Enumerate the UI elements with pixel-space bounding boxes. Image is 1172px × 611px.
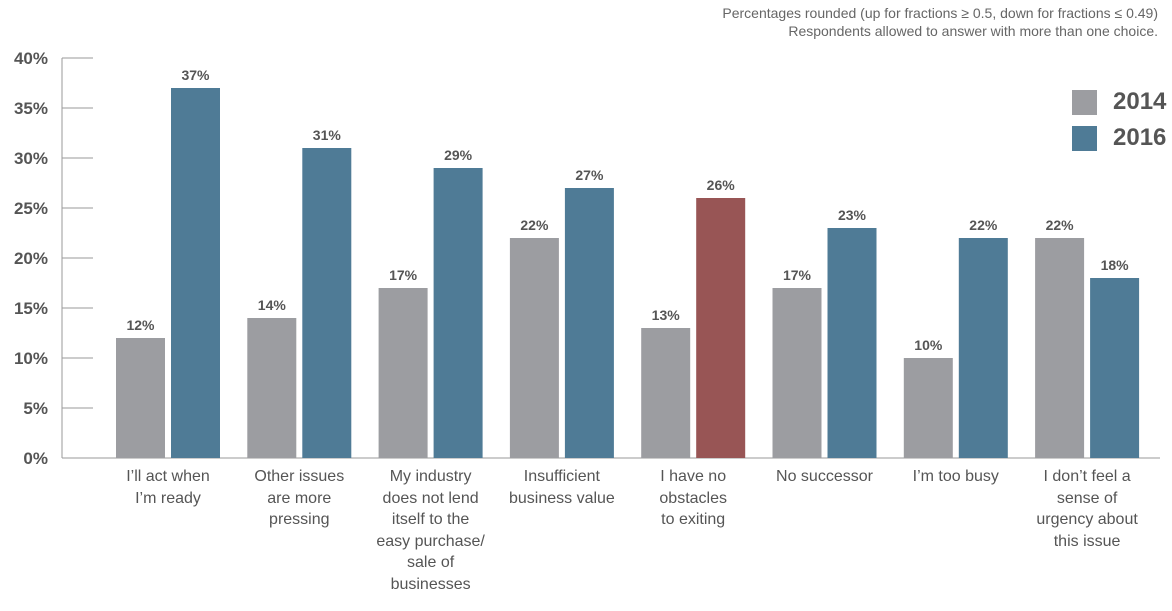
x-category-label-line: itself to the bbox=[391, 511, 470, 528]
x-category-label: Insufficient business value bbox=[500, 466, 624, 509]
bar-2016 bbox=[827, 228, 877, 458]
bar-value-label: 29% bbox=[444, 147, 473, 163]
bar-2014 bbox=[378, 288, 428, 458]
y-tick-label: 20% bbox=[14, 249, 48, 268]
bar-value-label: 22% bbox=[520, 217, 549, 233]
y-tick-label: 15% bbox=[14, 299, 48, 318]
x-category-label-line: I’m ready bbox=[135, 489, 201, 507]
x-category-label-line: I’ll act when bbox=[126, 468, 210, 485]
x-category-label-line: this issue bbox=[1053, 532, 1121, 550]
x-category-label-line: I’m too busy bbox=[912, 468, 999, 485]
x-category-label-line: obstacles bbox=[659, 489, 727, 507]
x-category-label-line: Other issues bbox=[254, 468, 345, 485]
x-category-label-line: No successor bbox=[776, 468, 873, 485]
bar-value-label: 22% bbox=[1046, 217, 1075, 233]
y-tick-label: 35% bbox=[14, 99, 48, 118]
bar-2014 bbox=[247, 318, 297, 458]
x-category-label-line: pressing bbox=[269, 511, 330, 528]
legend-item-2014: 2014 bbox=[1072, 84, 1166, 120]
x-category-label-line: does not lend bbox=[382, 489, 479, 507]
x-category-label: Other issues are more pressing bbox=[237, 466, 361, 531]
bar-value-label: 31% bbox=[313, 127, 342, 143]
note-multiple-choice: Respondents allowed to answer with more … bbox=[788, 23, 1158, 39]
x-category-label-line: easy purchase/ bbox=[376, 532, 485, 550]
bar-value-label: 13% bbox=[652, 307, 681, 323]
x-category-label-line: Insufficient bbox=[523, 468, 600, 485]
x-category-label-line: are more bbox=[267, 489, 332, 507]
bar-2014 bbox=[772, 288, 822, 458]
y-tick-label: 5% bbox=[23, 399, 48, 418]
bar-value-label: 26% bbox=[707, 177, 736, 193]
bar-2016 bbox=[958, 238, 1008, 458]
bar-2014 bbox=[903, 358, 953, 458]
bar-2014 bbox=[1035, 238, 1085, 458]
bar-value-label: 17% bbox=[783, 267, 812, 283]
legend: 2014 2016 bbox=[1072, 84, 1166, 156]
x-category-label: I’ll act when I’m ready bbox=[106, 466, 230, 509]
x-category-label-line: urgency about bbox=[1036, 511, 1138, 528]
bar-value-label: 23% bbox=[838, 207, 867, 223]
legend-label-2014: 2014 bbox=[1113, 88, 1167, 115]
legend-swatch-2014 bbox=[1072, 89, 1097, 115]
x-category-label-line: businesses bbox=[390, 575, 471, 593]
y-tick-label: 40% bbox=[14, 49, 48, 68]
legend-item-2016: 2016 bbox=[1072, 120, 1166, 156]
x-category-label: My industry does not lend itself to the eas… bbox=[369, 466, 493, 595]
bar-2016 bbox=[433, 168, 483, 458]
x-category-label: I don’t feel a sense of urgency about this … bbox=[1025, 466, 1149, 552]
x-category-label-line: business value bbox=[508, 489, 615, 507]
y-axis: 0% 5% 10% 15% 20% 25% 30% 35% 40% bbox=[14, 49, 1160, 468]
chart-notes: Percentages rounded (up for fractions ≥ … bbox=[722, 4, 1158, 40]
bar-2016 bbox=[302, 148, 352, 458]
bar-value-label: 17% bbox=[389, 267, 418, 283]
y-tick-label: 25% bbox=[14, 199, 48, 218]
x-category-label-line: sale of bbox=[407, 554, 455, 571]
bar-2016 bbox=[696, 198, 746, 458]
bar-2016 bbox=[1090, 278, 1140, 458]
x-category-label-line: to exiting bbox=[661, 511, 726, 528]
y-tick-label: 0% bbox=[23, 449, 48, 468]
bar-value-label: 14% bbox=[258, 297, 287, 313]
bar-value-label: 22% bbox=[969, 217, 998, 233]
y-tick-label: 10% bbox=[14, 349, 48, 368]
bar-value-label: 18% bbox=[1101, 257, 1130, 273]
x-category-label-line: sense of bbox=[1056, 489, 1118, 507]
x-category-label-line: I have no bbox=[660, 468, 727, 485]
x-category-label: No successor bbox=[763, 466, 887, 488]
bar-2014 bbox=[116, 338, 165, 458]
bar-value-label: 37% bbox=[181, 67, 210, 83]
bar-value-labels: 12% 37% 14% 31% 17% 29% 22% 27% 13% 26% 17% 23% 10% 2… bbox=[126, 67, 1129, 353]
x-category-label-line: My industry bbox=[389, 468, 472, 485]
x-category-label: I have no obstacles to exiting bbox=[631, 466, 755, 531]
x-category-label: I’m too busy bbox=[894, 466, 1018, 488]
y-tick-label: 30% bbox=[14, 149, 48, 168]
legend-label-2016: 2016 bbox=[1113, 124, 1167, 151]
legend-swatch-2016 bbox=[1072, 125, 1097, 151]
bars bbox=[116, 88, 1140, 458]
bar-value-label: 12% bbox=[126, 317, 155, 333]
bar-2016 bbox=[564, 188, 614, 458]
bar-2016 bbox=[171, 88, 220, 458]
bar-value-label: 10% bbox=[914, 337, 943, 353]
note-rounding: Percentages rounded (up for fractions ≥ … bbox=[722, 5, 1158, 21]
bar-value-label: 27% bbox=[575, 167, 604, 183]
x-category-label-line: I don’t feel a bbox=[1043, 468, 1131, 485]
bar-2014 bbox=[509, 238, 559, 458]
bar-2014 bbox=[641, 328, 691, 458]
